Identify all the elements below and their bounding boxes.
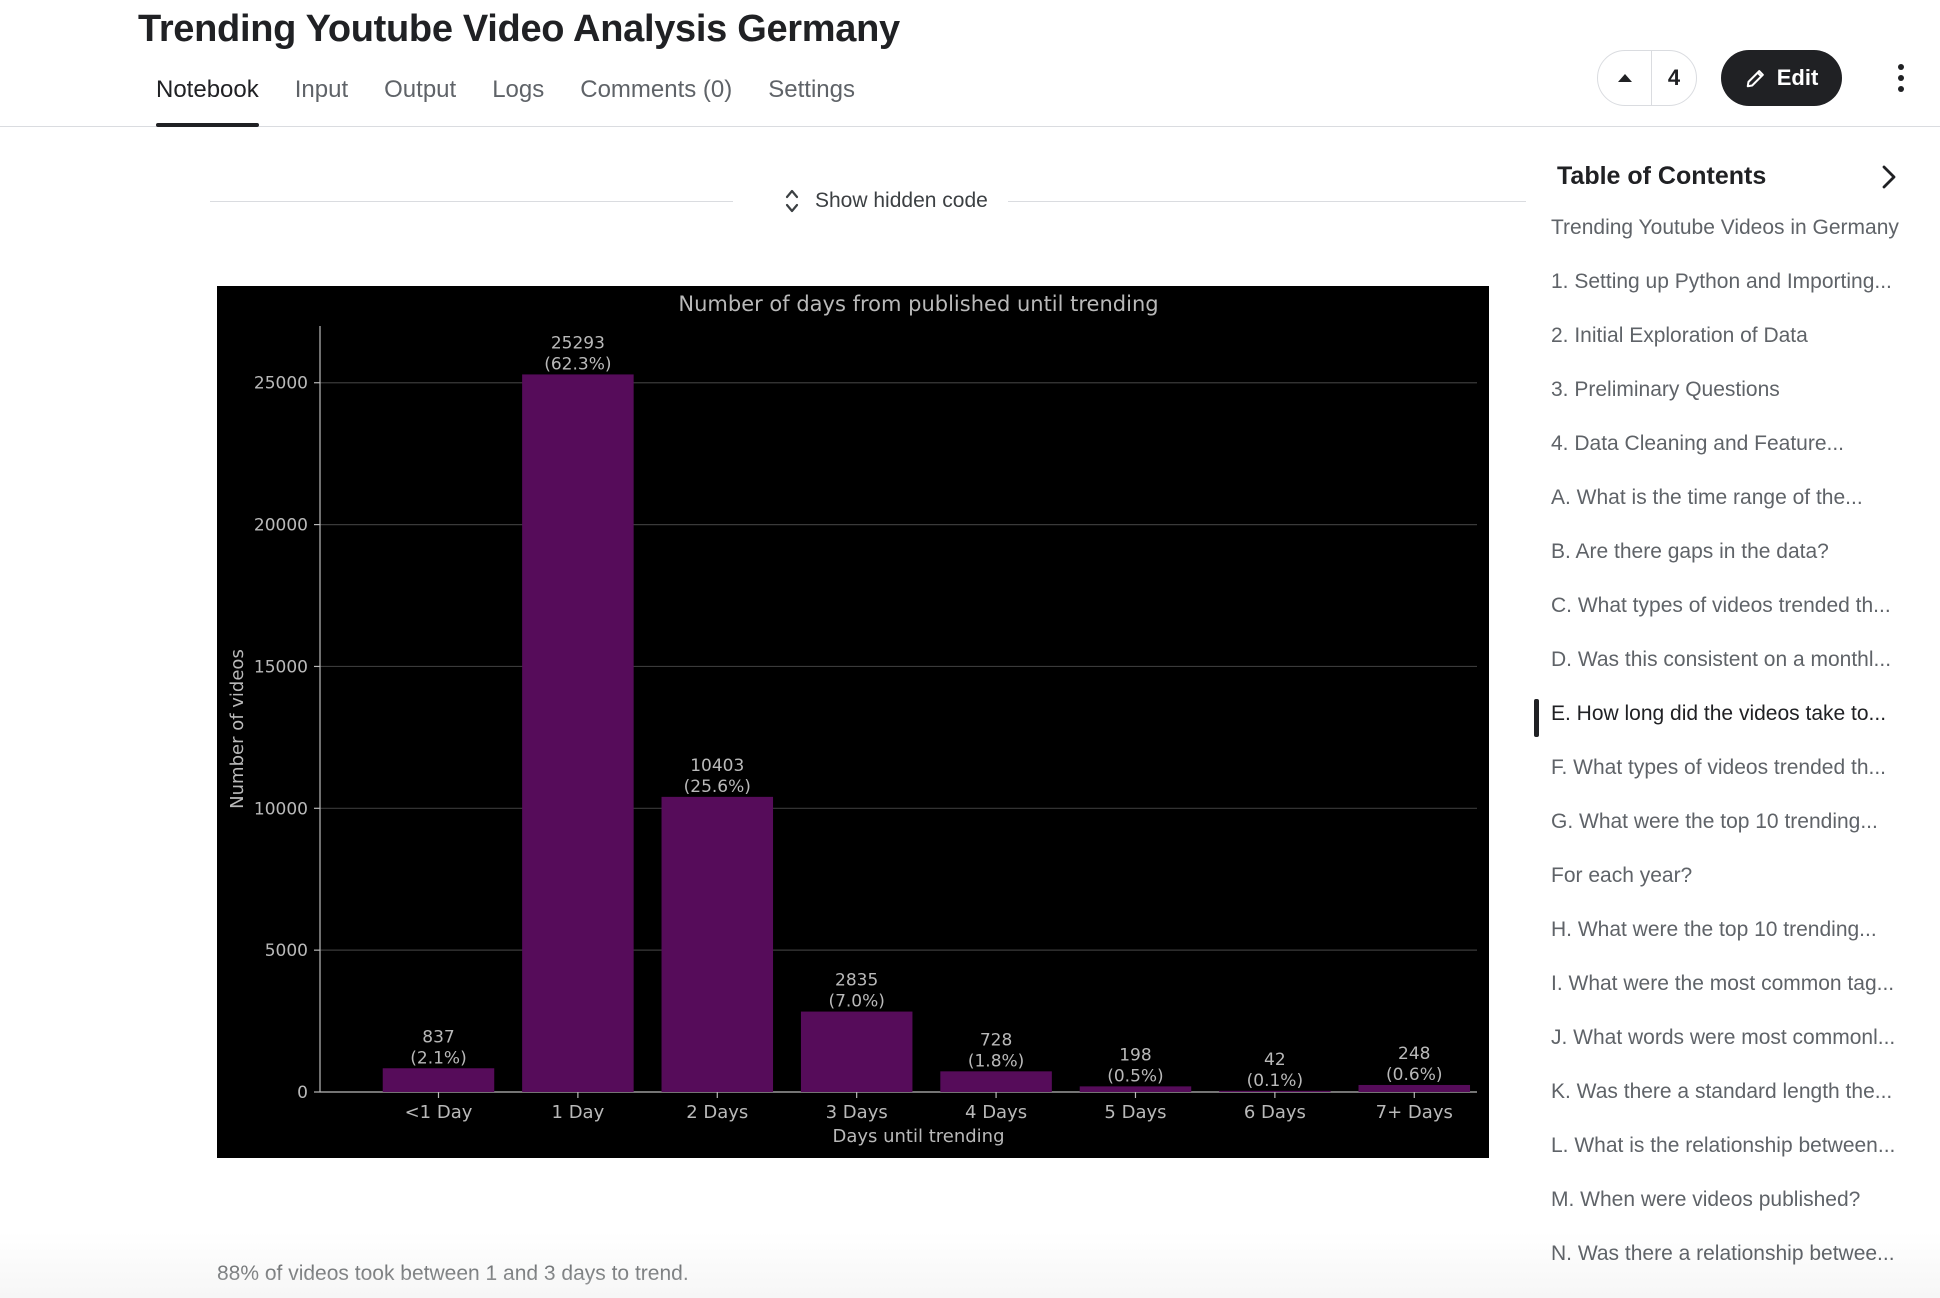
bar-value-label: 248 (1398, 1044, 1430, 1064)
x-tick-label: 5 Days (1104, 1102, 1166, 1123)
chart-title: Number of days from published until tren… (678, 292, 1158, 316)
bar-chart: Number of days from published until tren… (227, 292, 1477, 1147)
y-tick-label: 15000 (254, 657, 308, 677)
bar-value-label: 2835 (835, 971, 878, 991)
bar-percent-label: (25.6%) (684, 777, 751, 797)
upvote-widget: 4 (1597, 50, 1697, 106)
bar-value-label: 837 (422, 1027, 454, 1047)
tab-notebook[interactable]: Notebook (138, 70, 277, 127)
toc-item[interactable]: L. What is the relationship between... (1551, 1134, 1896, 1157)
bar (940, 1071, 1052, 1092)
toc-item[interactable]: A. What is the time range of the... (1551, 486, 1863, 509)
toc-item[interactable]: 4. Data Cleaning and Feature... (1551, 432, 1845, 455)
bar-percent-label: (7.0%) (828, 992, 884, 1012)
y-tick-label: 5000 (265, 941, 308, 961)
toc-item[interactable]: E. How long did the videos take to... (1534, 699, 1940, 753)
edit-button[interactable]: Edit (1721, 50, 1842, 106)
chevron-right-icon[interactable] (1872, 160, 1906, 194)
y-tick-label: 20000 (254, 516, 308, 536)
toc-item[interactable]: H. What were the top 10 trending... (1551, 918, 1877, 941)
x-tick-label: 7+ Days (1376, 1102, 1453, 1123)
toc-item[interactable]: J. What words were most commonl... (1551, 1026, 1896, 1049)
x-tick-label: 6 Days (1244, 1102, 1306, 1123)
bar (1358, 1084, 1471, 1092)
bar (1219, 1090, 1331, 1092)
tab-bar: Notebook Input Output Logs Comments (0) … (138, 70, 873, 127)
x-tick-label: 3 Days (826, 1102, 888, 1123)
bar-percent-label: (1.8%) (968, 1051, 1024, 1071)
toc-item[interactable]: G. What were the top 10 trending... (1551, 810, 1878, 833)
y-axis-label: Number of videos (227, 649, 248, 809)
toc-item[interactable]: For each year? (1551, 864, 1693, 887)
x-axis-label: Days until trending (832, 1126, 1004, 1147)
bar (522, 374, 634, 1092)
bar-value-label: 10403 (690, 756, 744, 776)
tab-settings[interactable]: Settings (768, 76, 855, 103)
bar-percent-label: (0.5%) (1107, 1066, 1163, 1086)
expand-vertical-icon (785, 189, 799, 213)
x-tick-label: 4 Days (965, 1102, 1027, 1123)
bar (1079, 1086, 1192, 1092)
toc-item[interactable]: M. When were videos published? (1551, 1188, 1861, 1211)
bar-percent-label: (0.1%) (1247, 1071, 1303, 1091)
bar-percent-label: (2.1%) (410, 1048, 466, 1068)
show-hidden-code-button[interactable]: Show hidden code (765, 185, 1008, 217)
bar-percent-label: (62.3%) (544, 354, 611, 374)
notebook-caption: 88% of videos took between 1 and 3 days … (217, 1262, 689, 1285)
bar-value-label: 728 (980, 1030, 1012, 1050)
toc-title: Table of Contents (1557, 162, 1767, 190)
tab-comments[interactable]: Comments (0) (580, 76, 733, 103)
toc-item[interactable]: C. What types of videos trended th... (1551, 594, 1891, 617)
bar (661, 796, 774, 1092)
x-tick-label: <1 Day (405, 1102, 473, 1123)
y-tick-label: 0 (297, 1083, 308, 1103)
toc-item[interactable]: K. Was there a standard length the... (1551, 1080, 1893, 1103)
toc-item[interactable]: Trending Youtube Videos in Germany (1551, 216, 1899, 239)
bar-value-label: 42 (1264, 1050, 1286, 1070)
toc-item[interactable]: 2. Initial Exploration of Data (1551, 324, 1808, 347)
y-tick-label: 25000 (254, 374, 308, 394)
toc-item[interactable]: N. Was there a relationship betwee... (1551, 1242, 1895, 1265)
toc-item[interactable]: I. What were the most common tag... (1551, 972, 1895, 995)
toc-item[interactable]: 3. Preliminary Questions (1551, 378, 1780, 401)
page-title: Trending Youtube Video Analysis Germany (138, 8, 900, 50)
upvote-button[interactable] (1598, 51, 1652, 105)
bar-percent-label: (0.6%) (1386, 1065, 1442, 1085)
edit-button-label: Edit (1776, 65, 1819, 90)
toc-list: Trending Youtube Videos in Germany 1. Set… (1534, 213, 1940, 1293)
toc-item[interactable]: D. Was this consistent on a monthl... (1551, 648, 1892, 671)
tab-output[interactable]: Output (384, 76, 457, 103)
x-tick-label: 1 Day (552, 1102, 605, 1123)
bar (800, 1011, 913, 1092)
x-tick-label: 2 Days (686, 1102, 748, 1123)
toc-item[interactable]: F. What types of videos trended th... (1551, 756, 1887, 779)
y-tick-label: 10000 (254, 799, 308, 819)
toc-item[interactable]: 1. Setting up Python and Importing... (1551, 270, 1892, 293)
bar (382, 1068, 495, 1092)
bar-value-label: 198 (1119, 1045, 1151, 1065)
pencil-icon (1746, 70, 1764, 88)
bar-value-label: 25293 (551, 333, 605, 353)
tab-logs[interactable]: Logs (492, 76, 545, 103)
more-options-icon[interactable] (1886, 58, 1916, 98)
notebook-header: Trending Youtube Video Analysis Germany … (0, 0, 1940, 127)
toc-item[interactable]: B. Are there gaps in the data? (1551, 540, 1829, 563)
hidden-code-divider: Show hidden code (210, 185, 1526, 217)
days-until-trending-chart: Number of days from published until tren… (217, 286, 1489, 1158)
show-hidden-code-label: Show hidden code (815, 189, 988, 212)
caret-up-icon (1617, 74, 1632, 82)
vote-count: 4 (1667, 65, 1681, 90)
tab-input[interactable]: Input (294, 76, 349, 103)
